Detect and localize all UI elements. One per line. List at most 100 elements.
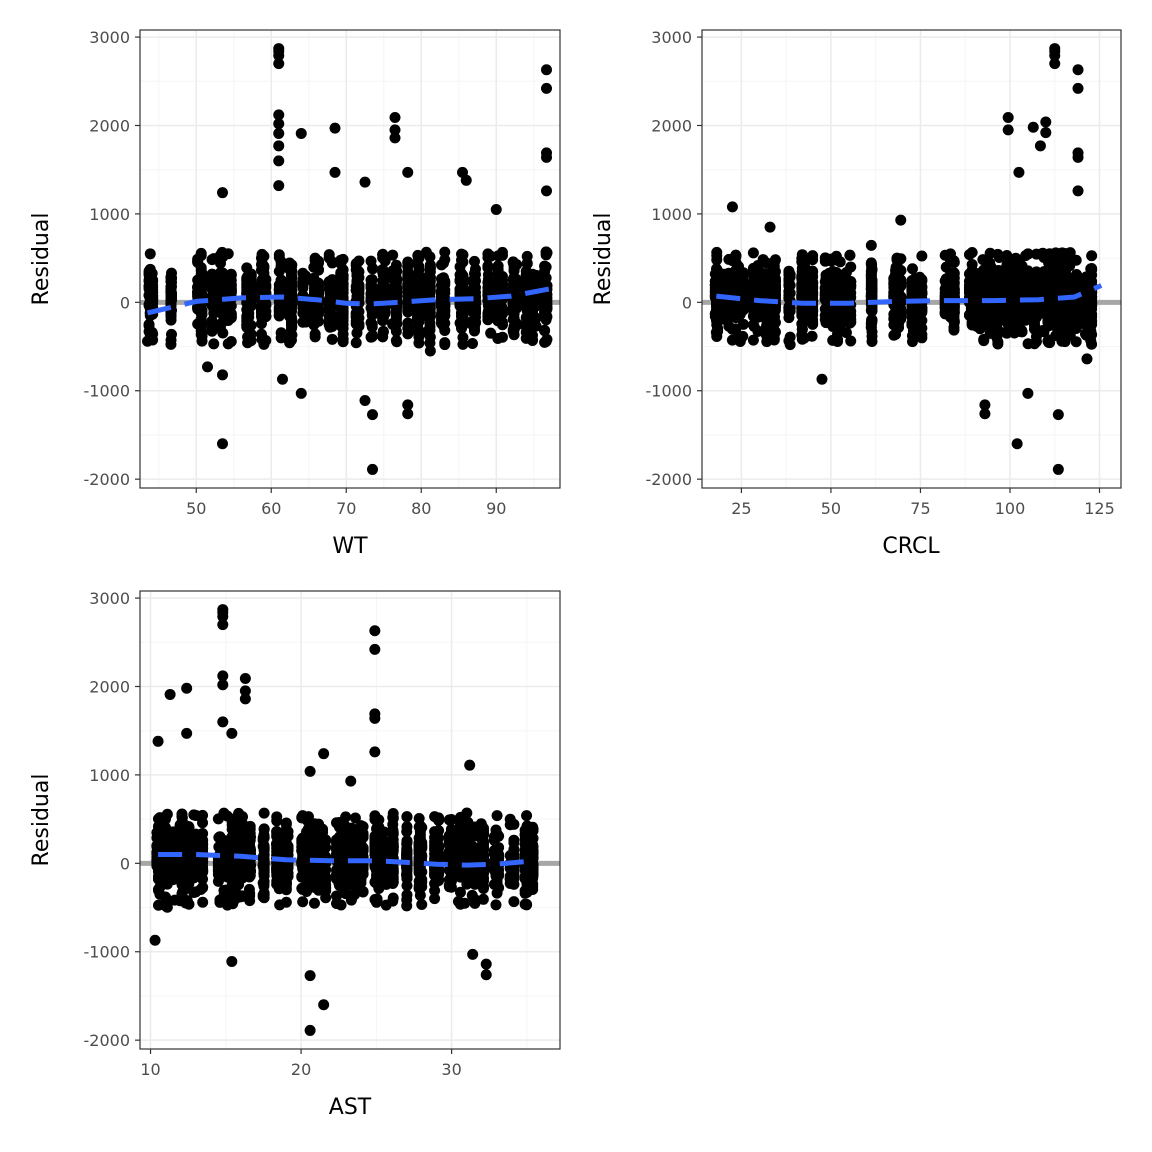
- data-point: [1070, 254, 1082, 266]
- data-point: [324, 316, 336, 328]
- data-point: [526, 278, 538, 290]
- data-point: [466, 275, 478, 287]
- smooth-trend-line: [146, 286, 550, 316]
- data-point: [796, 270, 808, 282]
- data-point: [159, 900, 171, 912]
- data-point: [893, 269, 905, 281]
- data-point: [737, 275, 749, 287]
- data-point: [469, 263, 481, 275]
- data-point: [916, 250, 928, 262]
- data-point: [439, 339, 451, 351]
- data-point: [255, 252, 267, 264]
- data-point: [865, 239, 877, 251]
- data-point: [308, 261, 320, 273]
- data-point: [195, 247, 207, 259]
- data-point: [142, 335, 153, 347]
- data-point: [806, 314, 818, 326]
- data-point: [412, 249, 424, 261]
- data-point: [914, 300, 926, 312]
- data-point: [377, 278, 389, 290]
- data-point: [507, 326, 519, 338]
- data-point: [225, 269, 237, 281]
- data-point: [767, 273, 779, 285]
- data-point: [891, 278, 903, 290]
- data-point: [1070, 270, 1082, 282]
- data-point: [424, 259, 436, 271]
- data-point: [233, 879, 245, 891]
- data-point: [387, 319, 399, 331]
- data-point: [783, 289, 795, 301]
- data-point: [337, 283, 349, 295]
- data-point: [337, 310, 349, 322]
- data-point: [891, 252, 903, 264]
- data-point: [280, 896, 292, 908]
- data-point: [225, 310, 237, 322]
- data-point: [424, 251, 436, 263]
- data-point: [245, 319, 257, 331]
- data-point: [217, 187, 228, 199]
- data-points: [149, 604, 539, 1036]
- data-point: [389, 124, 401, 136]
- data-point: [748, 263, 760, 275]
- data-point: [1027, 121, 1039, 133]
- data-point: [245, 281, 257, 293]
- data-point: [783, 269, 795, 281]
- data-point: [197, 857, 209, 869]
- data-point: [1020, 250, 1032, 262]
- data-point: [222, 248, 234, 260]
- data-point: [1040, 116, 1052, 128]
- x-axis-title-crcl: CRCL: [882, 534, 940, 559]
- data-point: [966, 246, 978, 258]
- data-point: [1020, 305, 1032, 317]
- y-tick-label: 3000: [651, 28, 692, 47]
- data-point: [979, 408, 991, 420]
- data-point: [387, 249, 399, 261]
- data-point: [845, 335, 857, 347]
- data-point: [284, 295, 296, 307]
- data-point: [273, 50, 285, 62]
- data-point: [948, 279, 960, 291]
- data-point: [748, 271, 760, 283]
- data-point: [1070, 336, 1082, 348]
- data-point: [1034, 140, 1046, 152]
- data-point: [282, 870, 294, 882]
- data-point: [767, 322, 779, 334]
- data-point: [466, 337, 478, 349]
- data-point: [153, 884, 165, 896]
- y-tick-label: 2000: [651, 116, 692, 135]
- data-point: [387, 265, 399, 277]
- data-point: [309, 252, 321, 264]
- data-point: [541, 247, 553, 259]
- x-tick-label: 50: [186, 499, 206, 518]
- data-point: [1072, 151, 1084, 163]
- data-point: [710, 326, 722, 338]
- data-point: [539, 336, 551, 348]
- data-point: [377, 269, 389, 281]
- data-point: [225, 336, 237, 348]
- data-point: [359, 176, 371, 188]
- data-point: [273, 127, 285, 139]
- data-point: [466, 319, 478, 331]
- data-point: [439, 246, 451, 258]
- data-point: [412, 306, 424, 318]
- data-point: [757, 254, 769, 266]
- data-point: [244, 841, 256, 853]
- data-point: [166, 289, 178, 301]
- data-point: [377, 311, 389, 323]
- data-point: [351, 327, 363, 339]
- data-point: [866, 314, 878, 326]
- data-point: [214, 320, 226, 332]
- data-point: [402, 408, 414, 420]
- data-point: [496, 249, 508, 261]
- data-point: [146, 278, 158, 290]
- data-point: [412, 272, 424, 284]
- data-point: [767, 285, 779, 297]
- data-point: [273, 118, 285, 130]
- data-point: [796, 289, 808, 301]
- data-point: [1064, 247, 1076, 259]
- data-point: [195, 284, 207, 296]
- data-point: [737, 318, 749, 330]
